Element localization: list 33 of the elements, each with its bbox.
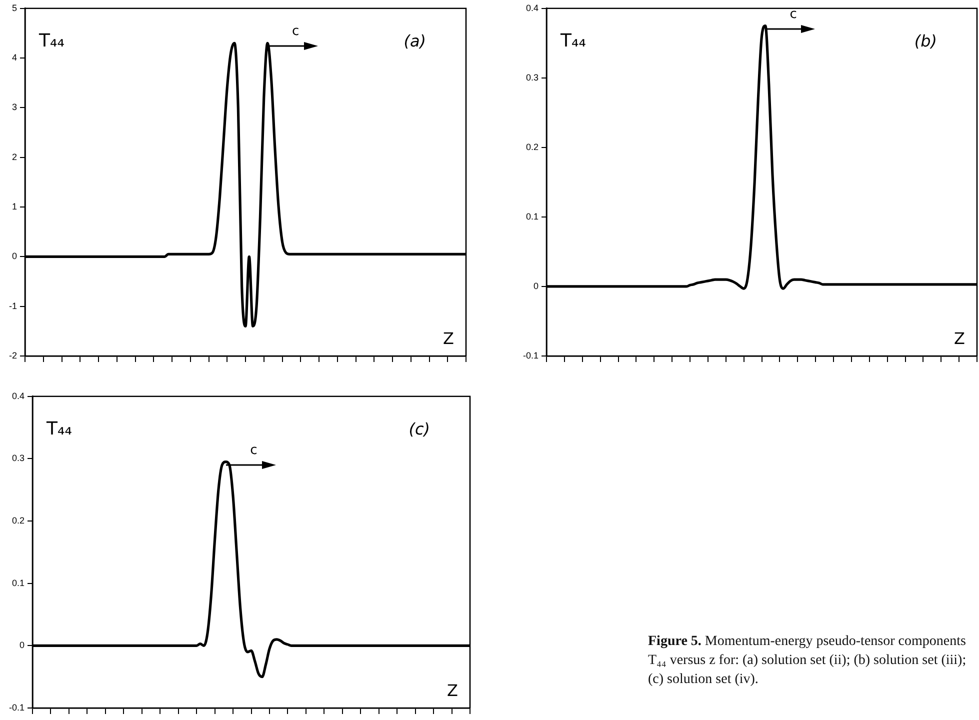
y-tick-label: 0.1 — [12, 578, 25, 588]
x-axis-title: Z — [954, 329, 966, 348]
y-tick-label: 0.2 — [12, 516, 25, 526]
y-axis-title: T₄₄ — [38, 30, 64, 52]
y-tick-label: 0.4 — [12, 390, 25, 401]
annotation: (c) — [408, 419, 430, 438]
y-tick-label: 3 — [12, 102, 17, 112]
annotation: c — [250, 442, 258, 458]
y-tick-label: 0.2 — [526, 142, 539, 152]
y-tick-label: -0.1 — [522, 350, 539, 360]
y-tick-label: 0 — [533, 280, 539, 291]
annotation: c — [292, 24, 300, 40]
y-axis-title: T₄₄ — [560, 30, 586, 52]
y-tick-label: 0.4 — [526, 2, 539, 13]
x-axis-title: Z — [447, 681, 458, 700]
y-tick-label: -1 — [8, 300, 17, 311]
annotation: (a) — [404, 31, 426, 50]
y-tick-label: 2 — [12, 152, 17, 162]
y-tick-label: 0.3 — [526, 72, 539, 82]
caption: Figure 5. Momentum-energy pseudo-tensor components T₄₄ versus z for: (a) solution set (ii); (b) solution set (iii); (c) solution set (iv). — [648, 633, 968, 689]
y-tick-label: -0.1 — [8, 702, 25, 712]
y-tick-label: 0.1 — [526, 211, 539, 222]
y-tick-label: 1 — [12, 202, 17, 212]
x-axis-title: Z — [443, 329, 454, 348]
y-tick-label: 4 — [12, 52, 17, 63]
y-tick-label: -2 — [8, 350, 17, 360]
y-tick-label: 0 — [19, 640, 25, 650]
annotation: (b) — [914, 31, 937, 50]
y-tick-label: 0.3 — [12, 453, 25, 464]
y-tick-label: 0 — [12, 251, 17, 262]
y-axis-title: T₄₄ — [46, 418, 72, 440]
annotation: c — [790, 6, 797, 22]
y-tick-label: 5 — [12, 2, 17, 13]
